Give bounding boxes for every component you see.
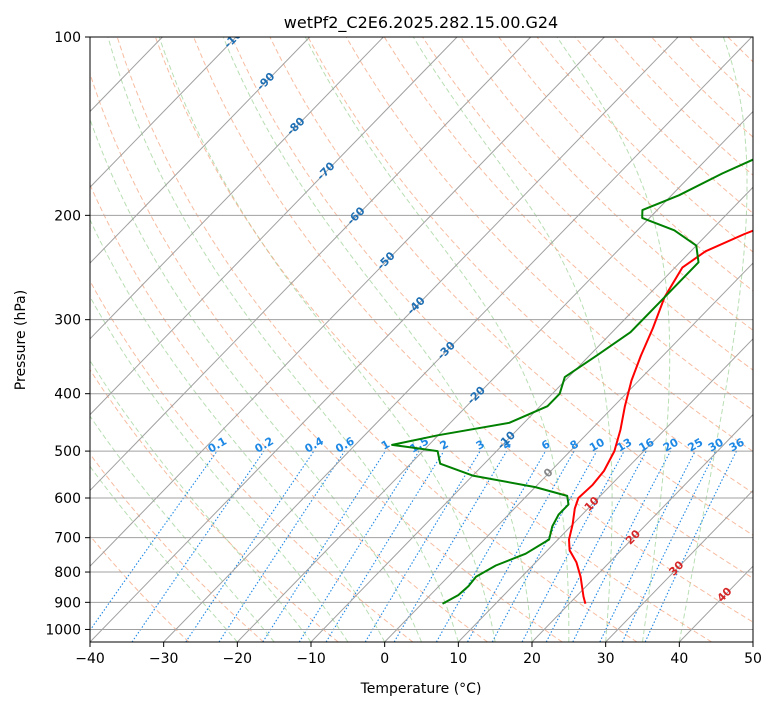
dry-adiabat-line: [90, 535, 190, 642]
moist-adiabat-line: [90, 359, 312, 642]
x-tick-label: 0: [380, 651, 389, 667]
mixing-ratio-line: [572, 450, 671, 642]
moist-adiabats: [90, 37, 748, 642]
y-tick-label: 400: [54, 387, 81, 403]
x-tick-label: 30: [597, 651, 615, 667]
isotherms: [90, 37, 753, 642]
moist-adiabat-line: [107, 37, 459, 642]
moist-adiabat-line: [90, 415, 275, 642]
x-tick-label: −40: [75, 651, 105, 667]
mixing-ratio-line: [545, 450, 647, 642]
pressure-gridlines: [90, 37, 753, 630]
moist-adiabat-line: [412, 37, 613, 642]
dry-adiabat-line: [498, 37, 753, 292]
x-tick-label: −20: [223, 651, 253, 667]
dry-adiabat-line: [154, 37, 712, 642]
temperature-line: [568, 229, 753, 605]
x-tick-label: 20: [523, 651, 541, 667]
dry-adiabat-line: [90, 183, 488, 642]
mixing-ratio-line: [521, 450, 625, 642]
moist-adiabat-line: [556, 37, 671, 642]
dry-adiabat-line: [90, 279, 414, 642]
y-tick-label: 600: [54, 491, 81, 507]
x-tick-label: 10: [449, 651, 467, 667]
mixing-ratio-line: [599, 450, 696, 642]
isotherm-line: [90, 37, 605, 567]
mixing-ratio-line: [644, 450, 737, 642]
dry-adiabat-line: [269, 37, 753, 536]
mixing-ratio-line: [364, 450, 481, 642]
mixing-ratio-line: [262, 450, 386, 642]
dry-adiabat-line: [383, 37, 753, 412]
isotherm-line: [90, 37, 679, 642]
isotherm-line: [457, 338, 753, 642]
mixing-ratio-line: [218, 450, 346, 642]
x-tick-label: 40: [670, 651, 688, 667]
mixing-ratio-line: [325, 450, 445, 642]
x-axis-label: Temperature (°C): [360, 681, 482, 697]
y-axis-label: Pressure (hPa): [13, 290, 29, 390]
dry-adiabat-line: [193, 37, 753, 623]
isotherm-line: [605, 489, 753, 642]
dry-adiabat-line: [116, 37, 638, 642]
chart-title: wetPf2_C2E6.2025.282.15.00.G24: [284, 13, 558, 33]
isotherm-line: [90, 37, 458, 416]
y-tick-label: 500: [54, 444, 81, 460]
isotherm-line: [90, 37, 311, 264]
mixing-ratio-line: [621, 450, 717, 642]
moist-adiabat-line: [90, 117, 422, 642]
isotherm-line: [531, 413, 753, 642]
sounding-series: [391, 158, 753, 605]
y-tick-label: 100: [54, 30, 81, 46]
isotherm-line: [163, 37, 753, 642]
x-tick-label: 50: [744, 651, 762, 667]
plot-area: 0.10.20.40.611.52346810131620253036-100-…: [90, 37, 753, 642]
dry-adiabat-line: [307, 37, 753, 494]
dry-adiabat-line: [231, 37, 753, 579]
y-tick-label: 900: [54, 595, 81, 611]
moist-adiabat-line: [222, 37, 533, 642]
dry-adiabat-line: [90, 71, 563, 642]
moist-adiabat-line: [304, 37, 570, 642]
plot-frame: [89, 36, 754, 643]
moist-adiabat-line: [678, 37, 748, 642]
y-tick-label: 300: [54, 313, 81, 329]
moist-adiabat-line: [90, 295, 349, 642]
dewpoint-line: [391, 158, 753, 605]
isotherm-line: [310, 186, 753, 642]
moist-adiabat-line: [90, 465, 238, 642]
mixing-ratio-line: [298, 450, 420, 642]
y-tick-label: 700: [54, 531, 81, 547]
mixing-ratio-line: [185, 450, 315, 642]
x-axis: −40 −30 −20 −10 0 10 20 30 40 50: [75, 642, 762, 667]
dry-adiabats: [90, 37, 753, 642]
y-tick-label: 1000: [45, 622, 81, 638]
moist-adiabat-line: [158, 37, 496, 642]
isotherm-line: [90, 37, 384, 340]
mixing-ratio-line: [467, 450, 575, 642]
isotherm-line: [90, 37, 237, 188]
mixing-ratio-line: [90, 450, 218, 632]
y-axis: 100 200 300 400 500 600 700 800 900 1000: [45, 30, 90, 638]
y-tick-label: 800: [54, 565, 81, 581]
isotherm-line: [384, 262, 753, 642]
y-tick-label: 200: [54, 208, 81, 224]
isotherm-line: [236, 110, 753, 642]
dry-adiabat-line: [422, 37, 753, 371]
isotherm-line: [90, 37, 532, 492]
x-tick-label: −10: [296, 651, 326, 667]
x-tick-label: −30: [149, 651, 179, 667]
